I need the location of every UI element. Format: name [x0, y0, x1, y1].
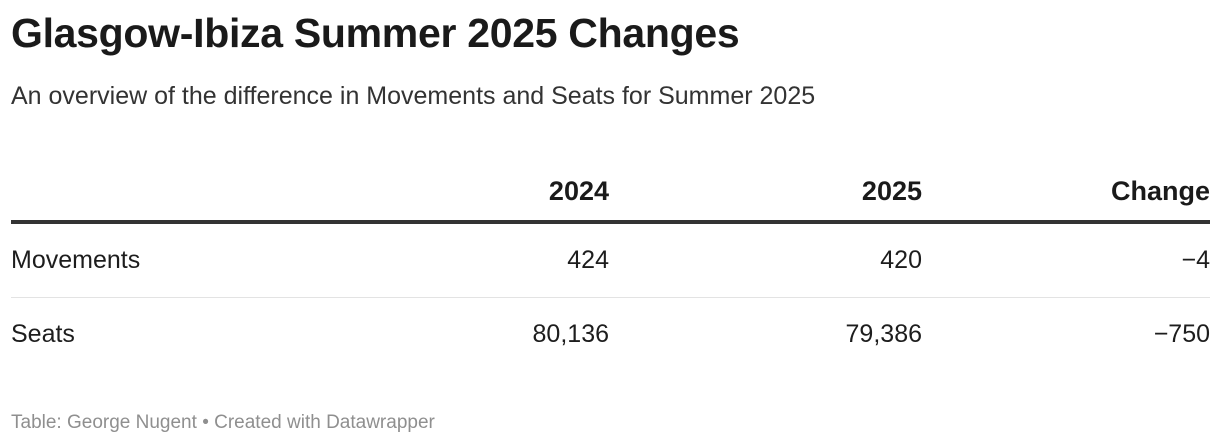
row-label: Movements — [11, 222, 311, 298]
table-row: Movements 424 420 −4 — [11, 222, 1210, 298]
cell-value: 79,386 — [845, 320, 922, 348]
column-header-2024: 2024 — [311, 162, 609, 224]
column-header-change: Change — [922, 162, 1210, 224]
table-row: Seats 80,136 79,386 −750 — [11, 298, 1210, 372]
cell-value: 80,136 — [532, 320, 609, 348]
cell-value: 420 — [609, 222, 922, 298]
chart-title: Glasgow-Ibiza Summer 2025 Changes — [11, 10, 740, 56]
credit-link[interactable]: Created with Datawrapper — [214, 412, 435, 433]
data-table: 2024 2025 Change Movements 424 420 −4 Se… — [11, 162, 1210, 371]
cell-value: 424 — [311, 222, 609, 298]
column-header-label — [11, 162, 311, 224]
column-header-2025: 2025 — [609, 162, 922, 224]
cell-value: −4 — [922, 222, 1210, 298]
cell-value: −750 — [1153, 320, 1210, 348]
chart-footer: Table: George Nugent • Created with Data… — [11, 412, 435, 434]
chart-subtitle: An overview of the difference in Movemen… — [11, 82, 816, 110]
footer-separator: • — [202, 412, 209, 433]
table-header-row: 2024 2025 Change — [11, 162, 1210, 224]
row-label: Seats — [11, 320, 75, 348]
source-text: Table: George Nugent — [11, 412, 197, 433]
